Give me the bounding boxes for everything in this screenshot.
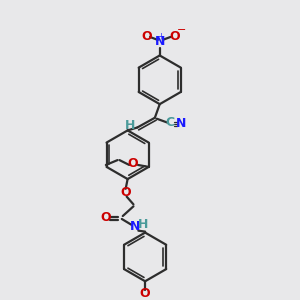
Text: N: N [176,117,186,130]
Text: O: O [140,287,150,300]
Text: +: + [157,32,164,40]
Text: O: O [142,29,152,43]
Text: O: O [169,29,180,43]
Text: C: C [166,116,175,129]
Text: H: H [138,218,148,231]
Text: H: H [124,119,135,132]
Text: N: N [130,220,141,233]
Text: O: O [100,211,110,224]
Text: O: O [120,186,131,199]
Text: −: − [176,25,186,35]
Text: N: N [154,35,165,48]
Text: O: O [128,158,138,170]
